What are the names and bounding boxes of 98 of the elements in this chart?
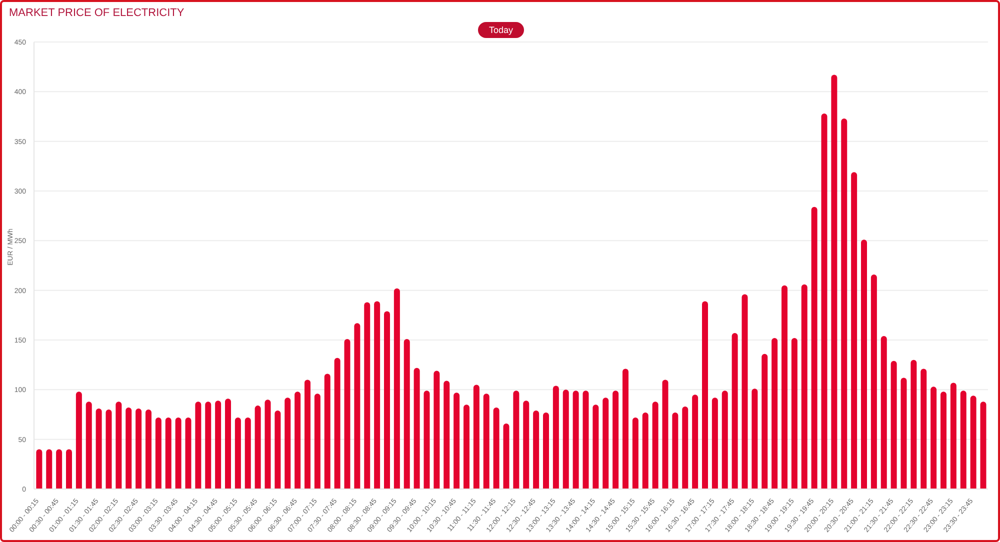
- bar: [225, 398, 231, 489]
- bar: [910, 360, 917, 489]
- bar: [354, 323, 360, 489]
- bar: [890, 360, 897, 489]
- bar: [930, 386, 937, 489]
- bar: [116, 402, 122, 489]
- bar: [126, 408, 132, 489]
- bar: [513, 390, 520, 489]
- bar: [86, 402, 92, 489]
- bar: [294, 392, 301, 489]
- bar: [692, 394, 698, 489]
- bar: [96, 408, 102, 489]
- bar: [473, 384, 480, 489]
- bar: [791, 338, 798, 489]
- bar: [314, 394, 320, 489]
- bar: [454, 392, 460, 489]
- bar: [572, 390, 579, 489]
- bar: [424, 390, 430, 489]
- bar: [811, 206, 818, 489]
- bar: [940, 392, 946, 489]
- bar: [632, 417, 638, 489]
- bar: [274, 410, 281, 489]
- chart-title: MARKET PRICE OF ELECTRICITY: [9, 7, 184, 19]
- bar: [76, 392, 82, 489]
- bar: [920, 368, 927, 489]
- bar: [602, 398, 609, 489]
- bar: [801, 284, 808, 489]
- bar: [414, 368, 420, 489]
- bar: [950, 382, 956, 489]
- bar: [344, 339, 350, 489]
- bar: [284, 398, 291, 489]
- bar: [662, 380, 668, 489]
- bar: [543, 412, 549, 489]
- bar: [960, 390, 966, 489]
- bar: [900, 378, 907, 489]
- bar: [215, 400, 222, 489]
- bar: [244, 417, 251, 489]
- bar: [612, 390, 619, 489]
- bar: [841, 118, 848, 489]
- bar: [642, 412, 648, 489]
- bar: [870, 274, 877, 489]
- bar: [782, 285, 788, 489]
- bar: [146, 410, 152, 489]
- bar: [394, 288, 400, 489]
- bar: [552, 386, 559, 489]
- text: Today: [478, 22, 524, 38]
- bar: [464, 404, 470, 489]
- bar: [334, 358, 340, 489]
- bar: [384, 311, 390, 489]
- bar: [970, 396, 976, 489]
- bar: [324, 374, 330, 489]
- bar: [562, 390, 569, 489]
- bar: [234, 417, 241, 489]
- bar: [404, 339, 410, 489]
- bar: [533, 410, 540, 489]
- bar: [752, 388, 758, 489]
- bar: [66, 449, 72, 489]
- bar: [851, 172, 858, 489]
- bar: [821, 114, 828, 489]
- bar: [56, 449, 62, 489]
- bar: [702, 301, 708, 489]
- bar: [742, 294, 748, 489]
- bar: [493, 408, 500, 489]
- bar: [185, 417, 192, 489]
- bar: [155, 417, 162, 489]
- bar: [36, 449, 42, 489]
- bar: [652, 402, 658, 489]
- bar: [582, 390, 589, 489]
- bar: [503, 423, 510, 489]
- bar: [592, 404, 599, 489]
- bar: [444, 380, 450, 489]
- bar: [205, 402, 212, 489]
- bar: [672, 412, 678, 489]
- bar: [762, 354, 768, 489]
- bar: [622, 368, 628, 489]
- bar: [434, 370, 440, 489]
- bar: [264, 400, 271, 489]
- bar: [861, 240, 867, 489]
- bar: [523, 400, 530, 489]
- bar: [175, 417, 182, 489]
- bar: [374, 301, 380, 489]
- bar: [136, 408, 142, 489]
- bar: [254, 406, 261, 489]
- bar: [980, 402, 986, 489]
- bar: [880, 336, 887, 489]
- bar: [165, 417, 172, 489]
- bar: [364, 302, 370, 489]
- bar: [772, 338, 778, 489]
- bar: [106, 410, 112, 489]
- bar: [483, 394, 490, 489]
- bar: [682, 406, 688, 489]
- bar: [304, 380, 310, 489]
- bar: [46, 449, 52, 489]
- bar: [831, 74, 838, 489]
- bar: [732, 333, 738, 489]
- bar: [195, 402, 202, 489]
- bar: [712, 398, 718, 489]
- bar: [722, 390, 728, 489]
